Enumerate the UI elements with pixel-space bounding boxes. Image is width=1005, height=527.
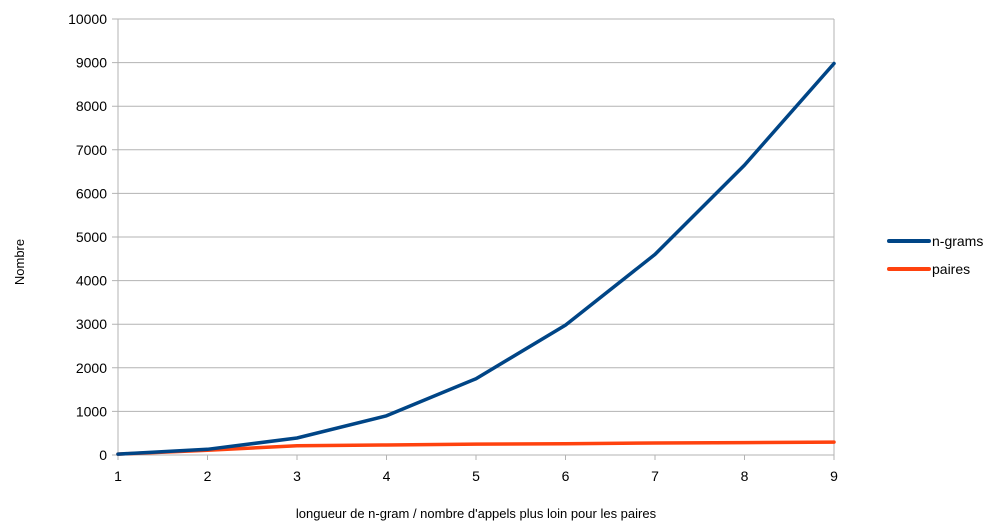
x-tick-label: 8 xyxy=(741,468,749,484)
series-line-n-grams xyxy=(116,61,836,456)
x-tick-label: 1 xyxy=(114,468,122,484)
y-tick-label: 7000 xyxy=(76,142,107,158)
y-axis-title: Nombre xyxy=(12,239,27,285)
x-tick-label: 2 xyxy=(204,468,212,484)
series-line-paires xyxy=(116,440,836,456)
y-tick-label: 5000 xyxy=(76,229,107,245)
legend: n-grams paires xyxy=(887,233,983,277)
x-tick-label: 3 xyxy=(293,468,301,484)
y-tick-label: 6000 xyxy=(76,185,107,201)
y-tick-labels: 0 1000 2000 3000 4000 5000 6000 7000 8000 9000 100… xyxy=(68,11,107,463)
series-lines xyxy=(116,61,836,456)
y-tick-label: 0 xyxy=(99,447,107,463)
y-tick-label: 2000 xyxy=(76,360,107,376)
y-tick-label: 10000 xyxy=(68,11,107,27)
x-tick-labels: 1 2 3 4 5 6 7 8 9 xyxy=(114,468,838,484)
y-tick-label: 4000 xyxy=(76,273,107,289)
x-tick-label: 7 xyxy=(651,468,659,484)
legend-label: n-grams xyxy=(932,233,983,249)
y-tick-label: 8000 xyxy=(76,98,107,114)
x-tick-label: 5 xyxy=(472,468,480,484)
y-tick-label: 1000 xyxy=(76,403,107,419)
x-tick-label: 6 xyxy=(562,468,570,484)
legend-label: paires xyxy=(932,261,970,277)
y-tick-label: 9000 xyxy=(76,55,107,71)
grid-lines xyxy=(112,18,834,456)
x-tick-label: 9 xyxy=(830,468,838,484)
x-tick-label: 4 xyxy=(383,468,391,484)
axes xyxy=(117,19,835,460)
x-axis-title: longueur de n-gram / nombre d'appels plu… xyxy=(296,506,657,521)
y-tick-label: 3000 xyxy=(76,316,107,332)
